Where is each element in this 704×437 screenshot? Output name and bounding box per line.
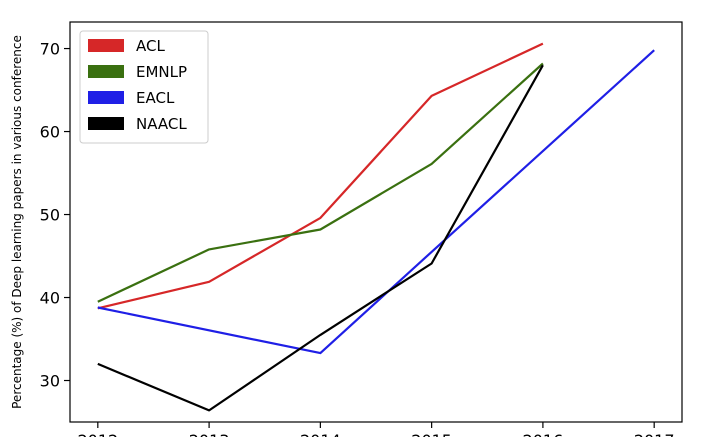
legend-label-naacl: NAACL (136, 115, 187, 133)
x-tick-label: 2014 (300, 431, 341, 437)
legend-swatch-naacl (88, 117, 124, 130)
series-line-emnlp (97, 62, 544, 303)
series-line-acl (97, 42, 544, 310)
y-axis-label: Percentage (%) of Deep learning papers i… (10, 35, 24, 409)
y-axis: 30 40 50 60 70 (40, 40, 70, 391)
series-line-naacl (97, 64, 544, 412)
y-tick-label: 30 (40, 372, 60, 391)
x-tick-label: 2013 (189, 431, 230, 437)
y-tick-label: 70 (40, 40, 60, 59)
legend-swatch-eacl (88, 91, 124, 104)
series-layer (97, 42, 655, 412)
legend: ACL EMNLP EACL NAACL (79, 30, 209, 144)
legend-swatch-acl (88, 39, 124, 52)
x-tick-label: 2017 (634, 431, 675, 437)
legend-label-eacl: EACL (136, 89, 175, 107)
plot-area (69, 21, 683, 423)
series-line-eacl (97, 49, 655, 355)
y-tick-label: 50 (40, 206, 60, 225)
y-tick-label: 40 (40, 289, 60, 308)
legend-swatch-emnlp (88, 65, 124, 78)
y-tick-label: 60 (40, 123, 60, 142)
x-tick-label: 2012 (77, 431, 118, 437)
x-axis: 2012 2013 2014 2015 2016 2017 (77, 422, 675, 437)
legend-label-acl: ACL (136, 37, 165, 55)
legend-label-emnlp: EMNLP (136, 63, 187, 81)
x-tick-label: 2015 (411, 431, 452, 437)
legend-box (79, 30, 209, 144)
x-tick-label: 2016 (523, 431, 564, 437)
